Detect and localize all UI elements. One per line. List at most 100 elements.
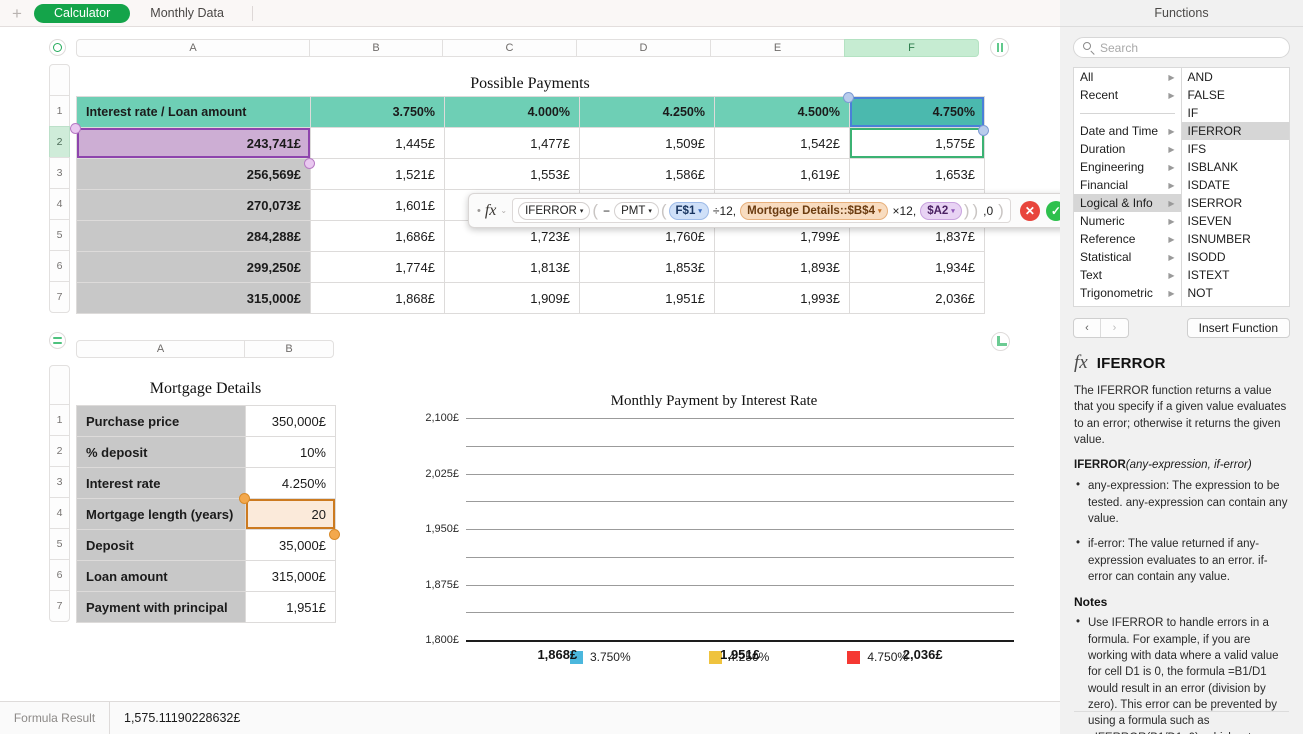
cell-f1[interactable]: 4.750% [849,96,985,128]
table2-row-header-1[interactable]: 1 [49,404,70,436]
cell-c6[interactable]: 1,813£ [444,251,580,283]
function-item-ifs[interactable]: IFS [1187,142,1207,156]
cell-f6[interactable]: 1,934£ [849,251,985,283]
legend-item-3750[interactable]: 3.750% [569,650,631,664]
nav-next-button[interactable]: › [1112,322,1117,334]
function-item-isdate[interactable]: ISDATE [1187,178,1230,192]
formula-editor[interactable]: • fx ⌄ IFERROR ▾ ( − PMT ▾ ( [468,193,1060,228]
category-trigonometric[interactable]: Trigonometric ▶ [1074,284,1181,302]
cell-c3[interactable]: 1,553£ [444,158,580,190]
cell-selection-handle-bottom[interactable] [978,125,989,136]
sheet-tab-monthly-data[interactable]: Monthly Data [150,6,224,20]
table2-row-header-5[interactable]: 5 [49,528,70,560]
column-header-b[interactable]: B [309,39,443,57]
function-item-istext[interactable]: ISTEXT [1187,268,1230,282]
column-header-a[interactable]: A [76,39,310,57]
function-history-nav[interactable]: ‹ › [1073,318,1129,338]
category-statistical[interactable]: Statistical ▶ [1074,248,1181,266]
cell-mortgage-a5[interactable]: Deposit [76,529,246,561]
row-header-1[interactable]: 1 [49,95,70,127]
cell-b2[interactable]: 1,445£ [310,127,445,159]
cell-mortgage-b7[interactable]: 1,951£ [245,591,336,623]
cell-mortgage-b6[interactable]: 315,000£ [245,560,336,592]
chevron-down-icon[interactable]: ▾ [951,207,955,215]
cell-a5[interactable]: 284,288£ [76,220,311,252]
cell-e2[interactable]: 1,542£ [714,127,850,159]
column-resize-button[interactable] [990,38,1009,57]
cell-e3[interactable]: 1,619£ [714,158,850,190]
cell-mortgage-a6[interactable]: Loan amount [76,560,246,592]
row-header-title[interactable] [49,64,70,96]
cell-a4[interactable]: 270,073£ [76,189,311,221]
cell-a3[interactable]: 256,569£ [76,158,311,190]
table2-row-header-2[interactable]: 2 [49,435,70,467]
formula-token-pmt[interactable]: PMT ▾ [614,201,659,220]
mortgage-selection-handle-bottomright[interactable] [329,529,340,540]
cell-mortgage-b3[interactable]: 4.250% [245,467,336,499]
table2-row-header-title[interactable] [49,365,70,405]
formula-accept-button[interactable]: ✓ [1045,200,1060,221]
row-header-3[interactable]: 3 [49,157,70,189]
function-item-iseven[interactable]: ISEVEN [1187,214,1232,228]
legend-item-4750[interactable]: 4.750% [847,650,908,664]
cell-d3[interactable]: 1,586£ [579,158,715,190]
row-header-4[interactable]: 4 [49,188,70,220]
table2-row-header-6[interactable]: 6 [49,559,70,591]
cell-a1[interactable]: Interest rate / Loan amount [76,96,311,128]
cell-f7[interactable]: 2,036£ [849,282,985,314]
cell-c2[interactable]: 1,477£ [444,127,580,159]
cell-c7[interactable]: 1,909£ [444,282,580,314]
row-header-7[interactable]: 7 [49,281,70,313]
formula-input[interactable]: IFERROR ▾ ( − PMT ▾ ( F$1 ▾ ÷12, [512,198,1011,223]
cell-mortgage-a2[interactable]: % deposit [76,436,246,468]
cell-selection-handle-top[interactable] [843,92,854,103]
cell-a6[interactable]: 299,250£ [76,251,311,283]
table2-row-header-3[interactable]: 3 [49,466,70,498]
table2-column-header-a[interactable]: A [76,340,245,358]
column-header-d[interactable]: D [576,39,711,57]
function-item-and[interactable]: AND [1187,70,1213,84]
category-all[interactable]: All ▶ [1074,68,1181,86]
cell-c1[interactable]: 4.000% [444,96,580,128]
functions-category-list[interactable]: All ▶ Recent ▶ Date and Time ▶ Duration … [1074,68,1182,306]
cell-mortgage-b5[interactable]: 35,000£ [245,529,336,561]
table2-row-header-7[interactable]: 7 [49,590,70,622]
cell-mortgage-a4[interactable]: Mortgage length (years) [76,498,246,530]
category-reference[interactable]: Reference ▶ [1074,230,1181,248]
row-header-6[interactable]: 6 [49,250,70,282]
search-input[interactable] [1100,40,1280,55]
mortgage-selection-handle-topleft[interactable] [239,493,250,504]
functions-item-list[interactable]: AND FALSE IF IFERROR IFS ISBLANK ISDATE … [1181,68,1289,306]
cell-d2[interactable]: 1,509£ [579,127,715,159]
cell-mortgage-a3[interactable]: Interest rate [76,467,246,499]
formula-token-iferror[interactable]: IFERROR ▾ [518,201,591,220]
function-item-false[interactable]: FALSE [1187,88,1225,102]
category-financial[interactable]: Financial ▶ [1074,176,1181,194]
category-numeric[interactable]: Numeric ▶ [1074,212,1181,230]
cell-mortgage-b2[interactable]: 10% [245,436,336,468]
cell-b1[interactable]: 3.750% [310,96,445,128]
category-recent[interactable]: Recent ▶ [1074,86,1181,104]
function-item-not[interactable]: NOT [1187,286,1213,300]
cell-mortgage-a7[interactable]: Payment with principal [76,591,246,623]
cell-d1[interactable]: 4.250% [579,96,715,128]
sheet-tab-calculator[interactable]: Calculator [34,3,131,23]
cell-b3[interactable]: 1,521£ [310,158,445,190]
chevron-down-icon[interactable]: ⌄ [500,206,508,215]
function-item-iserror[interactable]: ISERROR [1187,196,1243,210]
row-header-5[interactable]: 5 [49,219,70,251]
cell-d7[interactable]: 1,951£ [579,282,715,314]
cell-b4[interactable]: 1,601£ [310,189,445,221]
chart-select-handle[interactable] [991,332,1010,351]
functions-search-box[interactable] [1073,37,1290,58]
table2-select-handle[interactable] [49,332,66,349]
table2-column-header-b[interactable]: B [244,340,334,358]
cell-a2[interactable]: 243,741£ [76,127,311,159]
category-duration[interactable]: Duration ▶ [1074,140,1181,158]
table1-select-handle[interactable] [49,39,66,56]
function-item-iferror[interactable]: IFERROR [1181,122,1289,140]
nav-previous-button[interactable]: ‹ [1074,319,1101,337]
column-header-c[interactable]: C [442,39,577,57]
cell-d6[interactable]: 1,853£ [579,251,715,283]
function-item-isnumber[interactable]: ISNUMBER [1187,232,1251,246]
